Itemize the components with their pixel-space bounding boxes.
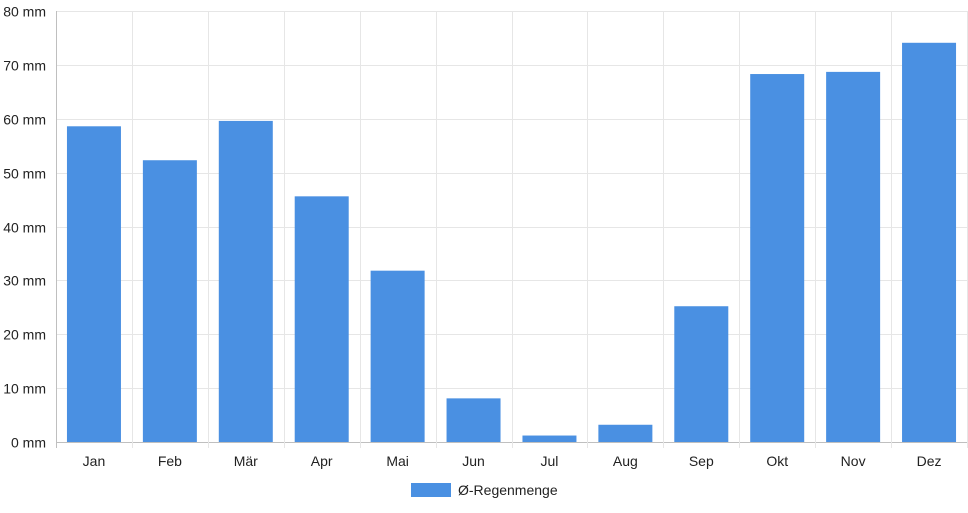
x-tick-label: Nov — [841, 453, 866, 469]
y-tick-label: 0 mm — [11, 435, 46, 451]
y-tick-label: 80 mm — [3, 4, 46, 20]
bars — [66, 42, 957, 442]
x-tick-label: Apr — [311, 453, 333, 469]
y-tick-label: 50 mm — [3, 166, 46, 182]
bar-nov[interactable] — [826, 71, 881, 442]
y-tick-label: 60 mm — [3, 112, 46, 128]
y-tick-label: 10 mm — [3, 381, 46, 397]
y-tick-label: 20 mm — [3, 327, 46, 343]
x-tick-label: Mär — [234, 453, 258, 469]
tick-labels: 0 mm 10 mm 20 mm 30 mm 40 mm 50 mm 60 mm 70 mm 8… — [3, 4, 941, 470]
bar-apr[interactable] — [294, 196, 349, 442]
x-tick-label: Okt — [766, 453, 788, 469]
bar-feb[interactable] — [142, 160, 197, 442]
legend[interactable]: Ø-Regenmenge — [411, 482, 558, 498]
bar-jun[interactable] — [446, 398, 501, 442]
bar-jul[interactable] — [522, 435, 577, 442]
x-tick-label: Jun — [462, 453, 485, 469]
bar-mai[interactable] — [370, 270, 425, 442]
x-tick-label: Feb — [158, 453, 182, 469]
bar-dez[interactable] — [902, 42, 957, 442]
legend-swatch — [411, 483, 451, 497]
bar-aug[interactable] — [598, 424, 653, 442]
legend-label: Ø-Regenmenge — [458, 482, 558, 498]
y-tick-label: 30 mm — [3, 273, 46, 289]
bar-sep[interactable] — [674, 306, 729, 442]
x-tick-label: Aug — [613, 453, 638, 469]
x-tick-label: Jan — [83, 453, 106, 469]
x-tick-label: Sep — [689, 453, 714, 469]
bar-mär[interactable] — [218, 120, 273, 442]
y-tick-label: 70 mm — [3, 58, 46, 74]
x-tick-label: Mai — [386, 453, 409, 469]
y-tick-label: 40 mm — [3, 220, 46, 236]
bar-okt[interactable] — [750, 74, 805, 442]
bar-jan[interactable] — [66, 126, 121, 442]
x-tick-label: Jul — [541, 453, 559, 469]
x-tick-label: Dez — [917, 453, 942, 469]
